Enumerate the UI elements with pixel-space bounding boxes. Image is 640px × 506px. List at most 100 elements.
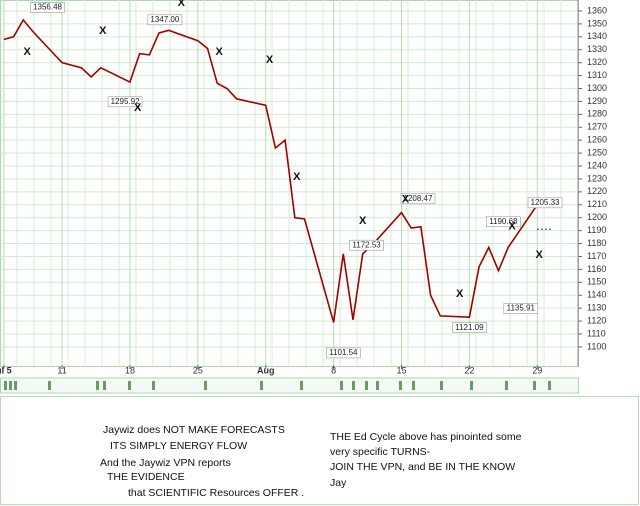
price-label-box [452, 322, 487, 333]
volume-strip [0, 377, 579, 394]
volume-bar [96, 381, 99, 390]
note-line: And the Jaywiz VPN reports [100, 457, 231, 469]
volume-bar [376, 381, 379, 390]
volume-bar [14, 381, 17, 390]
volume-bar [4, 381, 7, 390]
y-tick-label: 1340 [587, 31, 607, 41]
notes-frame [0, 396, 639, 505]
y-tick-label: 1280 [587, 109, 607, 119]
volume-bar [128, 381, 131, 390]
volume-bar [260, 381, 263, 390]
y-tick-label: 1100 [587, 341, 606, 351]
turn-marker: X [266, 54, 274, 66]
y-tick-label: 1310 [587, 70, 607, 80]
volume-bar [204, 381, 207, 390]
x-tick-label: Aug [257, 365, 275, 375]
turn-marker: X [456, 288, 464, 300]
note-line: Jaywiz does NOT MAKE FORECASTS [103, 424, 285, 436]
y-tick-label: 1120 [587, 315, 606, 325]
x-tick-label: 8 [331, 365, 336, 375]
note-line: that SCIENTIFIC Resources OFFER . [128, 487, 304, 499]
turn-marker: X [293, 171, 301, 183]
note-line: very specific TURNS- [330, 446, 431, 458]
price-label: 1356.48 [33, 3, 62, 12]
y-tick-label: 1360 [587, 5, 607, 15]
price-label-box [503, 303, 539, 314]
volume-bar [470, 381, 473, 390]
price-label-box [486, 216, 521, 228]
volume-bar [505, 381, 508, 390]
price-label: 1190.68 [489, 217, 518, 226]
price-label: 1208.47 [404, 194, 433, 203]
note-line: THE Ed Cycle above has pinointed some [330, 431, 522, 443]
note-line: Jay [330, 477, 347, 489]
price-label-box [326, 347, 361, 359]
x-tick-label: ul 5 [0, 365, 12, 375]
price-label-box [400, 193, 436, 205]
volume-bar [48, 381, 51, 390]
x-tick-label: 18 [125, 365, 135, 375]
x-tick-label: 29 [532, 365, 542, 375]
turn-marker: X [359, 215, 367, 227]
y-tick-label: 1240 [587, 160, 607, 170]
price-label-box [147, 14, 183, 26]
y-tick-label: 1300 [587, 83, 607, 93]
turn-marker: X [508, 221, 516, 233]
y-tick-label: 1130 [587, 303, 606, 313]
price-label: 1347.00 [150, 15, 179, 24]
y-tick-label: 1250 [587, 147, 607, 157]
turn-marker: X [23, 46, 31, 58]
price-label-box [527, 197, 563, 209]
y-tick-label: 1160 [587, 264, 606, 274]
y-tick-label: 1180 [587, 238, 606, 248]
note-line: ITS SIMPLY ENERGY FLOW [110, 440, 247, 452]
price-label: 1135.91 [507, 304, 536, 313]
volume-bar [340, 381, 343, 390]
y-tick-label: 1290 [587, 96, 607, 106]
turn-marker: X [402, 194, 410, 206]
turn-marker: X [178, 0, 186, 9]
x-tick-label: 11 [57, 365, 66, 375]
volume-bar [365, 381, 368, 390]
y-tick-label: 1170 [587, 251, 606, 261]
turn-marker: X [134, 102, 142, 114]
price-label: 1295.92 [111, 97, 140, 106]
price-label: 1205.33 [531, 198, 560, 207]
y-tick-label: 1150 [587, 277, 606, 287]
price-label: 1172.53 [352, 240, 381, 249]
y-tick-label: 1330 [587, 44, 607, 54]
turn-marker: X [216, 46, 224, 58]
y-tick-label: 1220 [587, 186, 607, 196]
price-label-box [107, 96, 143, 108]
volume-bar [533, 381, 536, 390]
x-tick-label: 25 [193, 365, 203, 375]
volume-bar [412, 381, 415, 390]
note-line: THE EVIDENCE [107, 471, 185, 483]
x-tick-label: 15 [396, 365, 406, 375]
y-tick-label: 1350 [587, 18, 607, 28]
volume-bar [352, 381, 355, 390]
y-tick-label: 1190 [587, 225, 606, 235]
price-label-box [349, 239, 384, 251]
note-line: JOIN THE VPN, and BE IN THE KNOW [330, 461, 515, 473]
volume-bar [300, 381, 303, 390]
volume-bar [399, 381, 402, 390]
volume-bar [152, 381, 155, 390]
y-tick-label: 1230 [587, 173, 607, 183]
price-label: 1121.09 [455, 323, 484, 332]
price-line [3, 18, 548, 323]
y-tick-label: 1260 [587, 135, 607, 145]
y-tick-label: 1270 [587, 122, 607, 132]
volume-bar [9, 381, 12, 390]
y-tick-label: 1200 [587, 212, 607, 222]
y-tick-label: 1320 [587, 57, 607, 67]
y-tick-label: 1140 [587, 290, 606, 300]
volume-bar [548, 381, 551, 390]
volume-bar [103, 381, 106, 390]
price-label-box [30, 2, 65, 13]
volume-bar [440, 381, 443, 390]
y-tick-label: 1110 [587, 328, 606, 338]
turn-marker: X [99, 25, 107, 37]
price-label: 1101.54 [329, 348, 358, 357]
